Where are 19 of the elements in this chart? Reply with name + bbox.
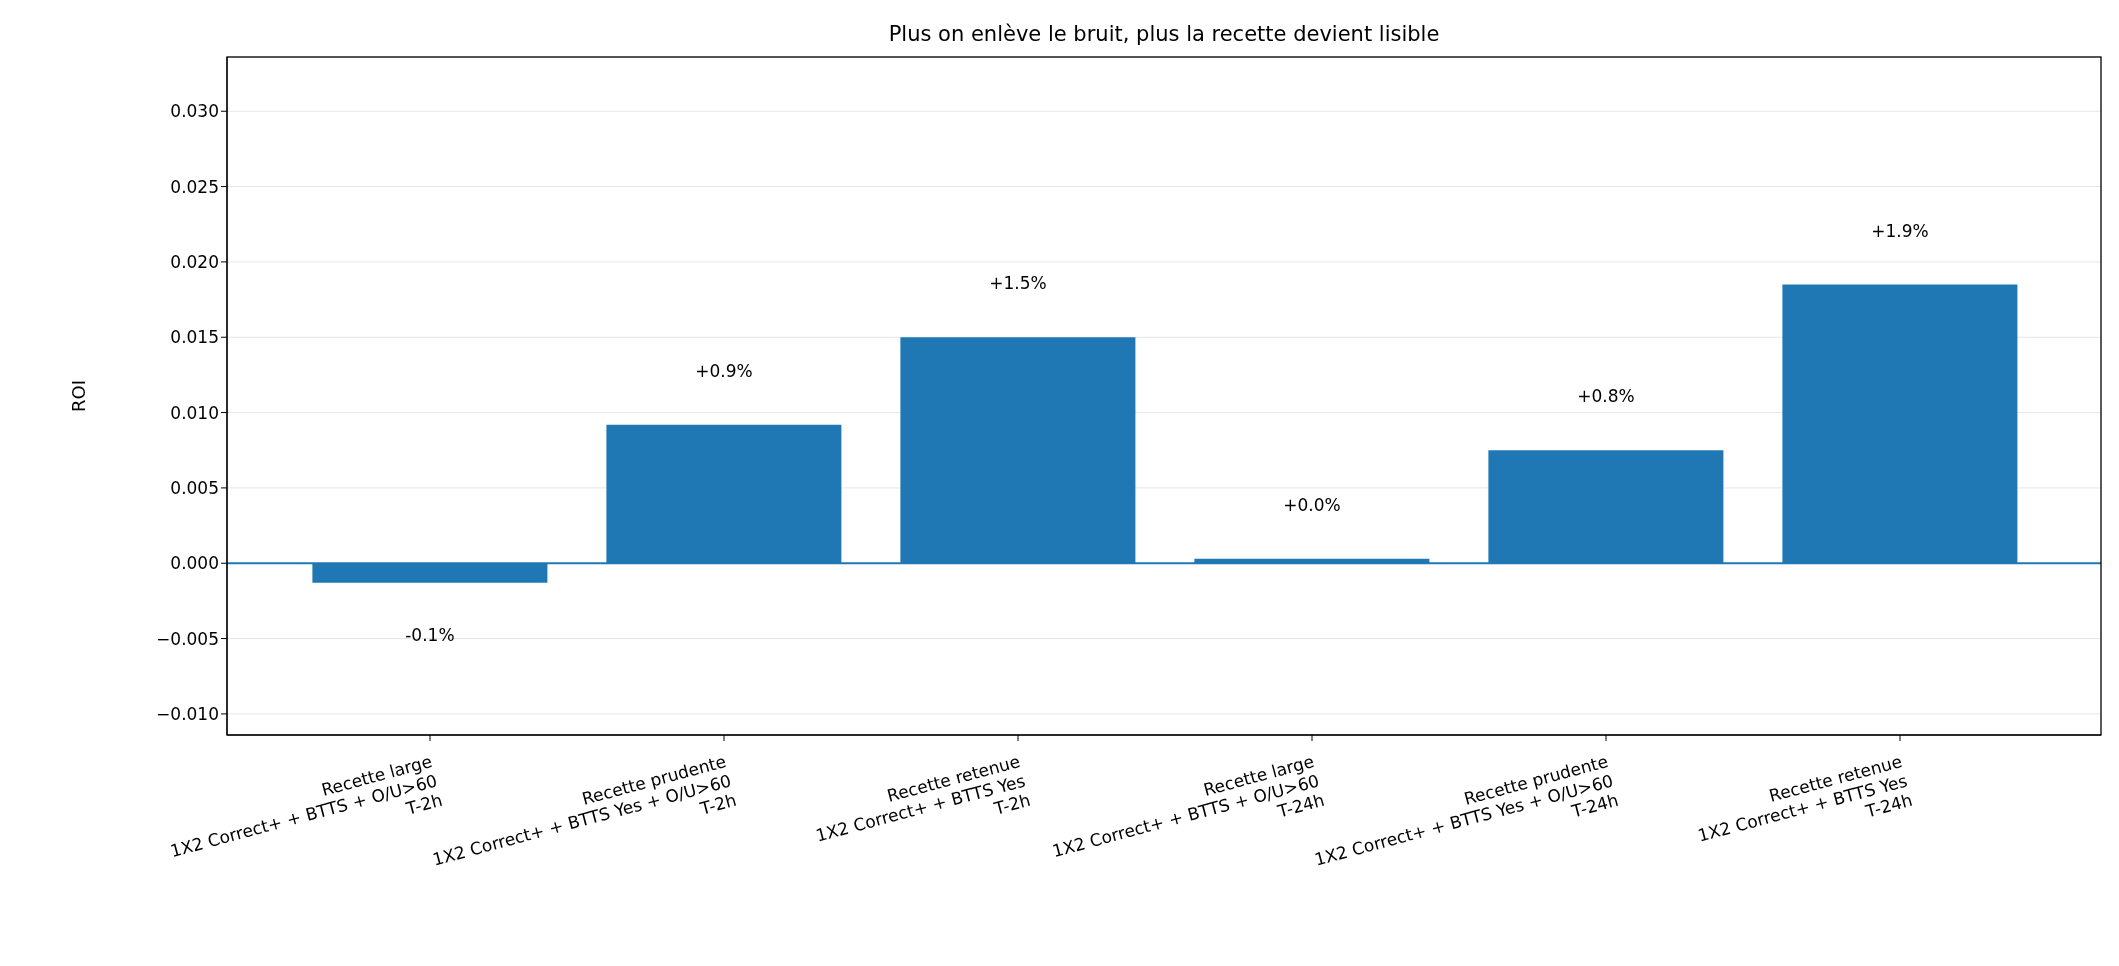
y-tick-label: 0.015 — [170, 327, 219, 348]
y-tick-label: −0.005 — [156, 628, 219, 649]
y-tick-label: 0.010 — [170, 402, 219, 423]
chart-title: Plus on enlève le bruit, plus la recette devient lisible — [887, 22, 1441, 46]
y-axis-title: ROI — [67, 380, 89, 412]
data-label: +0.8% — [1577, 386, 1635, 407]
data-label: +0.9% — [695, 360, 753, 381]
x-tick-label: Recette retenue 1X2 Correct+ + BTTS Yes T-24h — [1695, 751, 1915, 846]
y-tick-label: 0.000 — [170, 553, 219, 574]
data-label: +1.9% — [1871, 220, 1929, 241]
data-label: -0.1% — [405, 625, 455, 646]
y-tick-label: 0.025 — [170, 176, 219, 197]
y-tick-label: 0.020 — [170, 251, 219, 272]
y-tick-label: −0.010 — [156, 703, 219, 724]
y-tick-label: 0.005 — [170, 477, 219, 498]
data-label: +1.5% — [989, 273, 1047, 294]
x-tick-label: Recette retenue 1X2 Correct+ + BTTS Yes T-2h — [813, 751, 1033, 846]
data-label: +0.0% — [1283, 494, 1341, 515]
y-tick-label: 0.030 — [170, 101, 219, 122]
